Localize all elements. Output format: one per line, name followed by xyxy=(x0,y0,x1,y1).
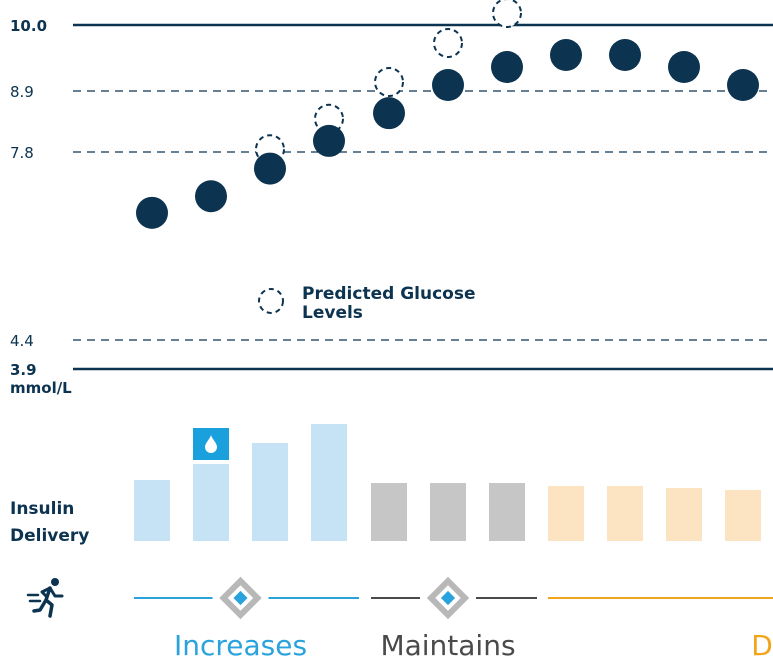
glucose-point xyxy=(609,39,641,71)
y-tick-label-4-4: 4.4 xyxy=(10,332,34,350)
insulin-bar-maintain xyxy=(430,483,466,541)
legend-label-line2: Levels xyxy=(302,303,363,323)
legend-label-line1: Predicted Glucose xyxy=(302,284,475,304)
glucose-point xyxy=(373,97,405,130)
glucose-point xyxy=(313,124,345,157)
glucose-point xyxy=(727,69,759,101)
insulin-bar-increase xyxy=(252,443,288,541)
insulin-bar-decrease xyxy=(548,486,584,541)
insulin-label-line1: Insulin xyxy=(10,499,74,519)
droplet-icon xyxy=(205,435,217,453)
y-tick-label-10-0: 10.0 xyxy=(10,17,47,35)
glucose-point xyxy=(491,51,523,83)
insulin-bar-decrease xyxy=(607,486,643,541)
glucose-point xyxy=(550,39,582,71)
insulin-bar-increase xyxy=(193,464,229,541)
insulin-bar-maintain xyxy=(371,483,407,541)
running-person-icon xyxy=(26,578,64,618)
glucose-point xyxy=(136,196,168,229)
insulin-label-line2: Delivery xyxy=(10,526,89,546)
glucose-point xyxy=(432,69,464,101)
y-tick-label-8-9: 8.9 xyxy=(10,83,34,101)
glucose-point xyxy=(195,180,227,213)
y-unit-label: mmol/L xyxy=(10,379,72,397)
y-tick-label-7-8: 7.8 xyxy=(10,144,34,162)
mode-diamond-center xyxy=(233,590,248,606)
phase-label-decreases: D xyxy=(751,629,773,662)
phase-label-maintains: Maintains xyxy=(380,629,515,662)
glucose-point xyxy=(668,51,700,83)
mode-diamond-center xyxy=(440,590,456,606)
glucose-point xyxy=(254,152,286,185)
insulin-bar-decrease xyxy=(725,490,761,541)
insulin-bar-increase xyxy=(134,480,170,541)
insulin-bar-maintain xyxy=(489,483,525,541)
predicted-glucose-point xyxy=(374,67,404,97)
legend-predicted-symbol xyxy=(258,288,284,314)
predicted-glucose-point xyxy=(433,28,463,58)
insulin-bar-decrease xyxy=(666,488,702,541)
y-tick-label-3-9: 3.9 xyxy=(10,361,37,379)
insulin-bar-increase xyxy=(311,424,347,541)
phase-label-increases: Increases xyxy=(174,629,307,662)
predicted-glucose-point xyxy=(492,0,522,28)
